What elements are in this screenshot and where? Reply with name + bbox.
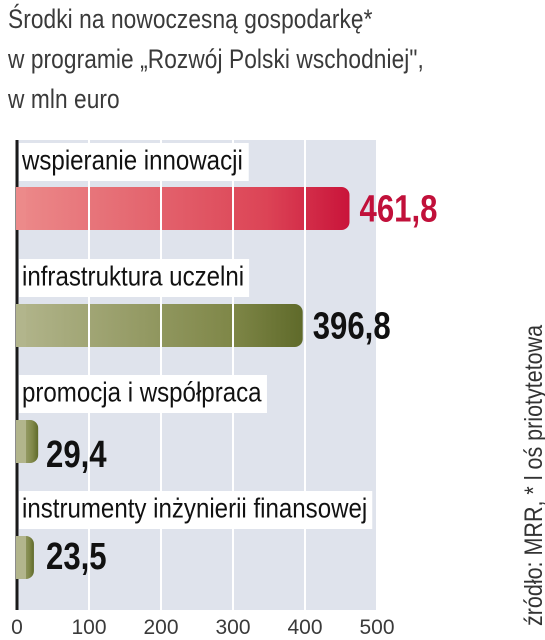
category-label: instrumenty inżynierii finansowej [22, 492, 367, 524]
chart-title-line-2: w programie „Rozwój Polski wschodniej", [8, 44, 424, 74]
chart-title-line-3: w mln euro [8, 84, 120, 114]
bar-left-cap [16, 187, 26, 230]
x-tick-label: 500 [359, 616, 394, 639]
value-label: 23,5 [46, 536, 107, 578]
category-label: promocja i współpraca [22, 376, 262, 408]
bar [16, 187, 350, 230]
x-tick-label: 0 [11, 616, 23, 639]
x-tick-label: 200 [143, 616, 178, 639]
category-label-background [19, 259, 250, 297]
bar-left-cap [16, 536, 26, 579]
value-label: 461,8 [359, 189, 437, 231]
bar-left-cap [16, 420, 26, 463]
bar [16, 304, 303, 347]
x-tick-label: 300 [215, 616, 250, 639]
category-label: wspieranie innowacji [21, 144, 243, 176]
category-label-background [19, 491, 373, 529]
category-label-background [19, 375, 267, 413]
x-tick-label: 100 [71, 616, 106, 639]
category-label-background [19, 143, 249, 181]
chart-title-line-1: Środki na nowoczesną gospodarkę* [8, 4, 373, 34]
bar-left-cap [16, 304, 26, 347]
value-label: 29,4 [46, 434, 107, 476]
x-tick-label: 400 [287, 616, 322, 639]
category-label: infrastruktura uczelni [22, 260, 244, 292]
source-note: źródło: MRR, * l oś priotytetowa [520, 324, 545, 626]
value-label: 396,8 [313, 306, 391, 348]
